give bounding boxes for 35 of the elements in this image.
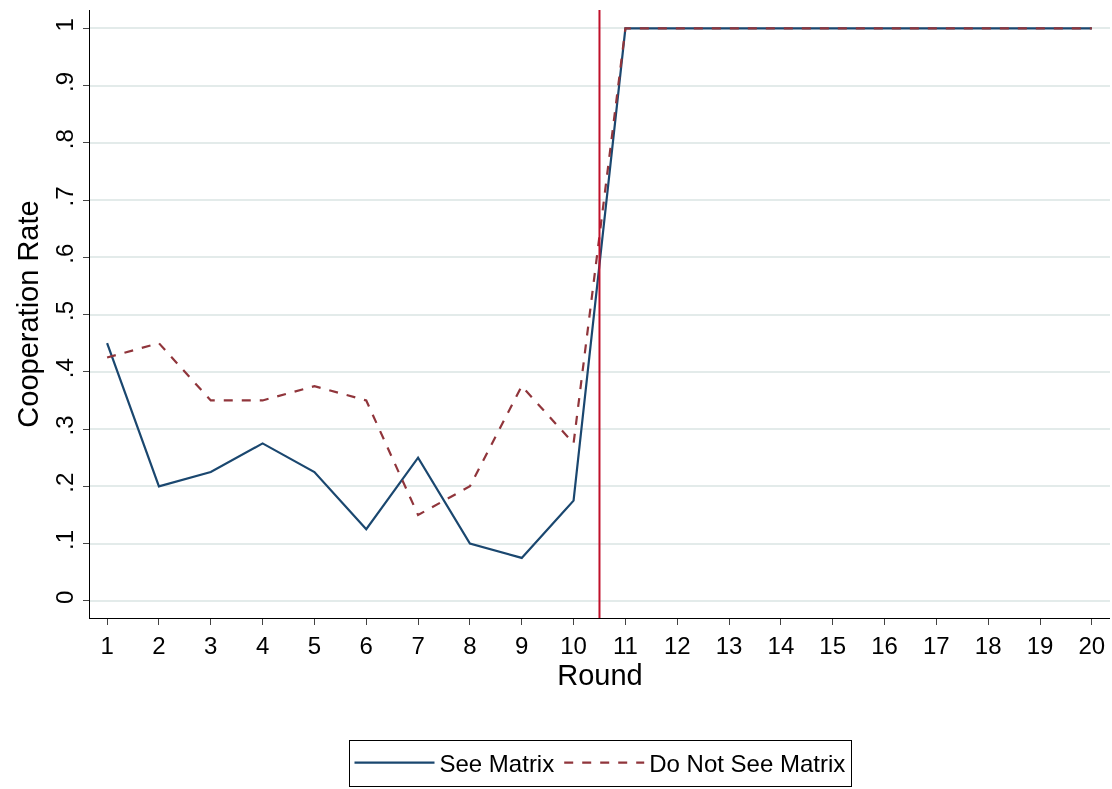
x-tick-label: 15 [819, 631, 847, 659]
x-tick-label: 17 [923, 631, 950, 659]
x-tick-label: 13 [715, 631, 743, 659]
x-tick-label: 12 [663, 631, 691, 659]
legend-label: See Matrix [439, 750, 555, 778]
x-tick-label: 14 [767, 631, 795, 659]
x-tick-label: 1 [100, 631, 114, 659]
y-tick-label: .9 [51, 71, 79, 92]
y-tick-label: .7 [51, 186, 79, 207]
x-tick-label: 2 [152, 631, 166, 659]
x-tick-label: 11 [612, 631, 638, 659]
x-tick-label: 19 [1026, 631, 1054, 659]
y-tick-label: 0 [51, 590, 79, 604]
x-tick-label: 10 [560, 631, 587, 659]
x-tick-label: 4 [255, 631, 270, 659]
y-tick-label: .4 [51, 358, 79, 379]
y-tick-label: .2 [51, 472, 79, 493]
x-tick-label: 16 [871, 631, 898, 659]
x-tick-label: 18 [974, 631, 1002, 659]
y-tick-label: .8 [51, 129, 79, 150]
x-tick-label: 3 [204, 631, 218, 659]
y-tick-label: .1 [51, 529, 79, 550]
legend-label: Do Not See Matrix [649, 750, 846, 778]
x-tick-label: 6 [359, 631, 373, 659]
x-tick-label: 20 [1078, 631, 1106, 659]
y-tick-label: .3 [51, 415, 79, 436]
x-tick-label: 9 [515, 631, 529, 659]
y-tick-label: .5 [51, 300, 79, 321]
y-tick-label: 1 [51, 18, 79, 32]
x-tick-label: 7 [411, 631, 425, 659]
x-tick-label: 5 [307, 631, 322, 659]
x-tick-label: 8 [463, 631, 477, 659]
x-axis-title: Round [557, 658, 643, 691]
y-tick-label: .6 [51, 243, 79, 264]
y-axis-title: Cooperation Rate [11, 200, 44, 428]
